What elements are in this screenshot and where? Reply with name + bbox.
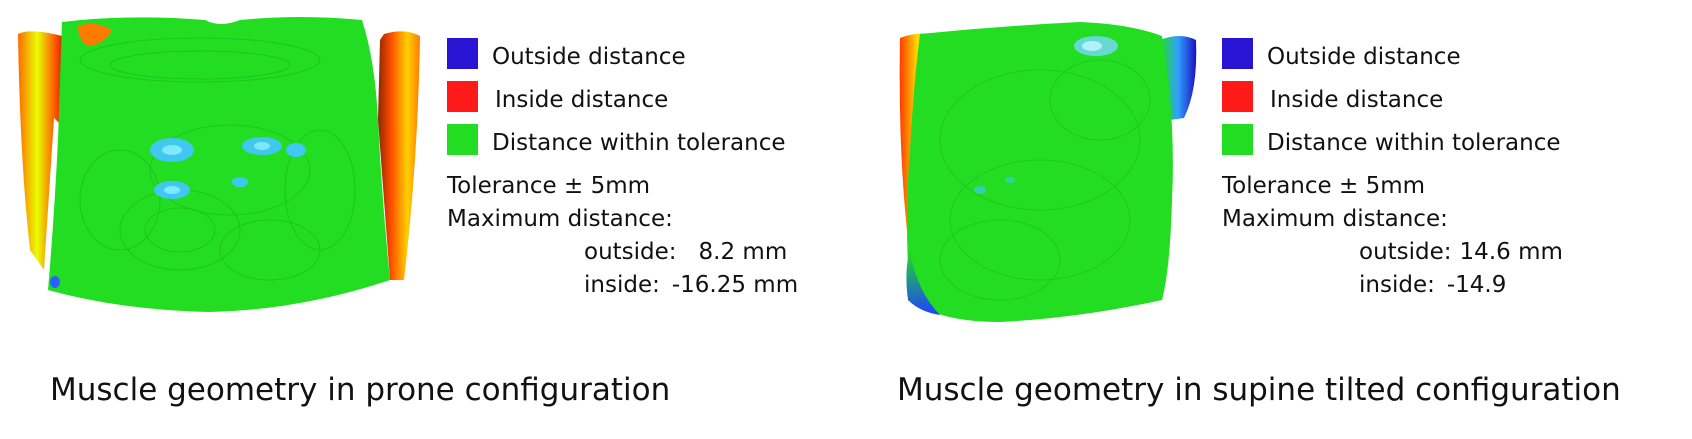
- outside-label: Outside distance: [1267, 44, 1461, 70]
- inside-max-row: inside: -16.25 mm: [447, 269, 798, 302]
- inside-swatch: [447, 81, 478, 112]
- prone-body: [48, 17, 390, 312]
- outside-max-row: outside: 8.2 mm: [447, 236, 798, 269]
- supine-body: [907, 22, 1173, 322]
- prone-stats: Tolerance ± 5mm Maximum distance: outsid…: [447, 170, 798, 302]
- supine-caption: Muscle geometry in supine tilted configu…: [897, 372, 1621, 408]
- outside-label: Outside distance: [492, 44, 686, 70]
- supine-stats: Tolerance ± 5mm Maximum distance: outsid…: [1222, 170, 1563, 302]
- prone-muscle-mesh: [18, 17, 420, 312]
- inside-max-value: -14.9: [1446, 272, 1507, 298]
- inside-max-row: inside: -14.9: [1222, 269, 1563, 302]
- tolerance-swatch: [447, 124, 478, 155]
- inside-max-label: inside:: [1359, 272, 1435, 298]
- max-distance-heading: Maximum distance:: [447, 206, 673, 232]
- inside-label: Inside distance: [495, 87, 669, 113]
- inside-max-value: -16.25 mm: [671, 272, 799, 298]
- supine-muscle-mesh: [899, 22, 1197, 322]
- outside-max-row: outside: 14.6 mm: [1222, 236, 1563, 269]
- tolerance-text: Tolerance ± 5mm: [1222, 173, 1426, 199]
- outside-swatch: [1222, 38, 1253, 69]
- inside-swatch: [1222, 81, 1253, 112]
- tolerance-label: Distance within tolerance: [1267, 130, 1561, 156]
- prone-panel: Outside distance Inside distance Distanc…: [18, 17, 798, 408]
- tolerance-label: Distance within tolerance: [492, 130, 786, 156]
- right-flap: [378, 31, 420, 280]
- left-flap: [18, 31, 66, 270]
- inside-label: Inside distance: [1270, 87, 1444, 113]
- tolerance-swatch: [1222, 124, 1253, 155]
- supine-panel: Outside distance Inside distance Distanc…: [880, 0, 1692, 439]
- contour-lines: [79, 37, 356, 281]
- outside-max-label: outside:: [584, 239, 677, 265]
- inside-max-label: inside:: [584, 272, 660, 298]
- prone-caption: Muscle geometry in prone configuration: [50, 372, 671, 408]
- contour-lines: [939, 59, 1151, 301]
- outside-swatch: [447, 38, 478, 69]
- outside-max-value: 8.2 mm: [698, 239, 788, 265]
- tolerance-text: Tolerance ± 5mm: [447, 173, 651, 199]
- max-distance-heading: Maximum distance:: [1222, 206, 1448, 232]
- outside-max-label: outside:: [1359, 239, 1452, 265]
- outside-max-value: 14.6 mm: [1459, 239, 1563, 265]
